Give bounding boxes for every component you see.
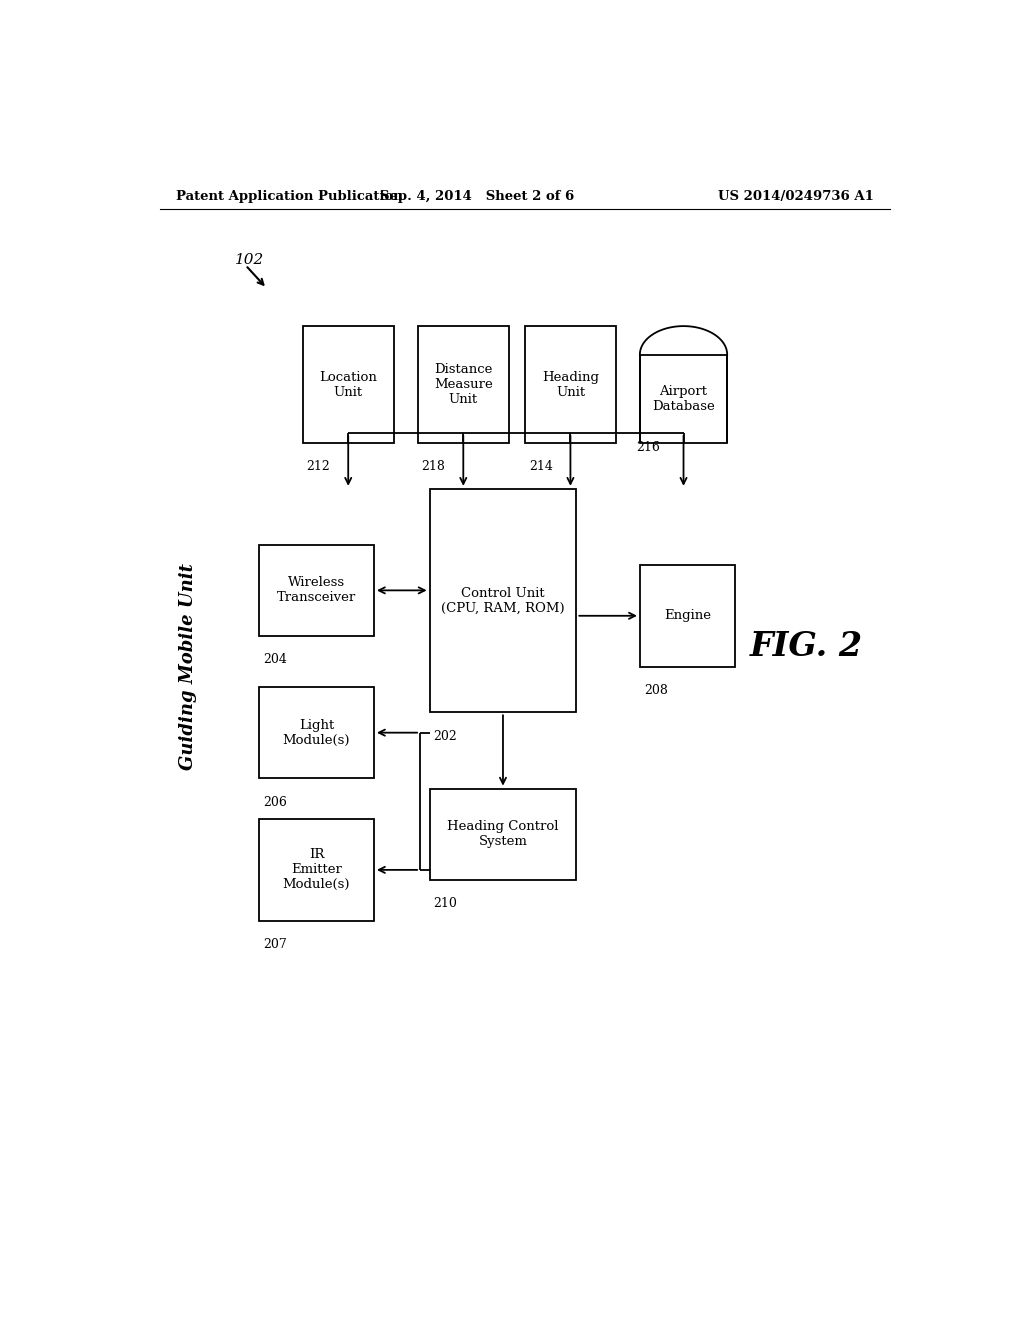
Text: Location
Unit: Location Unit xyxy=(319,371,377,399)
Text: Heading
Unit: Heading Unit xyxy=(542,371,599,399)
Text: Distance
Measure
Unit: Distance Measure Unit xyxy=(434,363,493,407)
Text: Wireless
Transceiver: Wireless Transceiver xyxy=(276,577,356,605)
Text: Patent Application Publication: Patent Application Publication xyxy=(176,190,402,202)
Text: 214: 214 xyxy=(528,461,553,474)
Text: 102: 102 xyxy=(236,253,264,267)
Text: FIG. 2: FIG. 2 xyxy=(750,630,863,663)
Text: Light
Module(s): Light Module(s) xyxy=(283,718,350,747)
Text: Engine: Engine xyxy=(664,610,711,622)
FancyBboxPatch shape xyxy=(524,326,616,444)
Text: 204: 204 xyxy=(263,653,287,667)
Text: Control Unit
(CPU, RAM, ROM): Control Unit (CPU, RAM, ROM) xyxy=(441,586,565,615)
Text: US 2014/0249736 A1: US 2014/0249736 A1 xyxy=(718,190,873,202)
Text: 210: 210 xyxy=(433,898,458,911)
Text: 216: 216 xyxy=(636,441,659,454)
Text: 208: 208 xyxy=(644,684,668,697)
FancyBboxPatch shape xyxy=(303,326,394,444)
FancyBboxPatch shape xyxy=(259,686,374,779)
FancyBboxPatch shape xyxy=(640,565,735,667)
Text: 218: 218 xyxy=(422,461,445,474)
Text: 212: 212 xyxy=(306,461,331,474)
FancyBboxPatch shape xyxy=(259,545,374,636)
Text: 206: 206 xyxy=(263,796,287,809)
Text: Guiding Mobile Unit: Guiding Mobile Unit xyxy=(178,564,197,770)
FancyBboxPatch shape xyxy=(640,355,727,444)
Text: Sep. 4, 2014   Sheet 2 of 6: Sep. 4, 2014 Sheet 2 of 6 xyxy=(380,190,574,202)
FancyBboxPatch shape xyxy=(430,788,577,880)
FancyBboxPatch shape xyxy=(418,326,509,444)
Text: 207: 207 xyxy=(263,939,287,950)
Text: IR
Emitter
Module(s): IR Emitter Module(s) xyxy=(283,849,350,891)
FancyBboxPatch shape xyxy=(430,488,577,713)
Text: 202: 202 xyxy=(433,730,458,743)
Text: Heading Control
System: Heading Control System xyxy=(447,820,559,849)
Text: Airport
Database: Airport Database xyxy=(652,384,715,413)
FancyBboxPatch shape xyxy=(259,818,374,921)
